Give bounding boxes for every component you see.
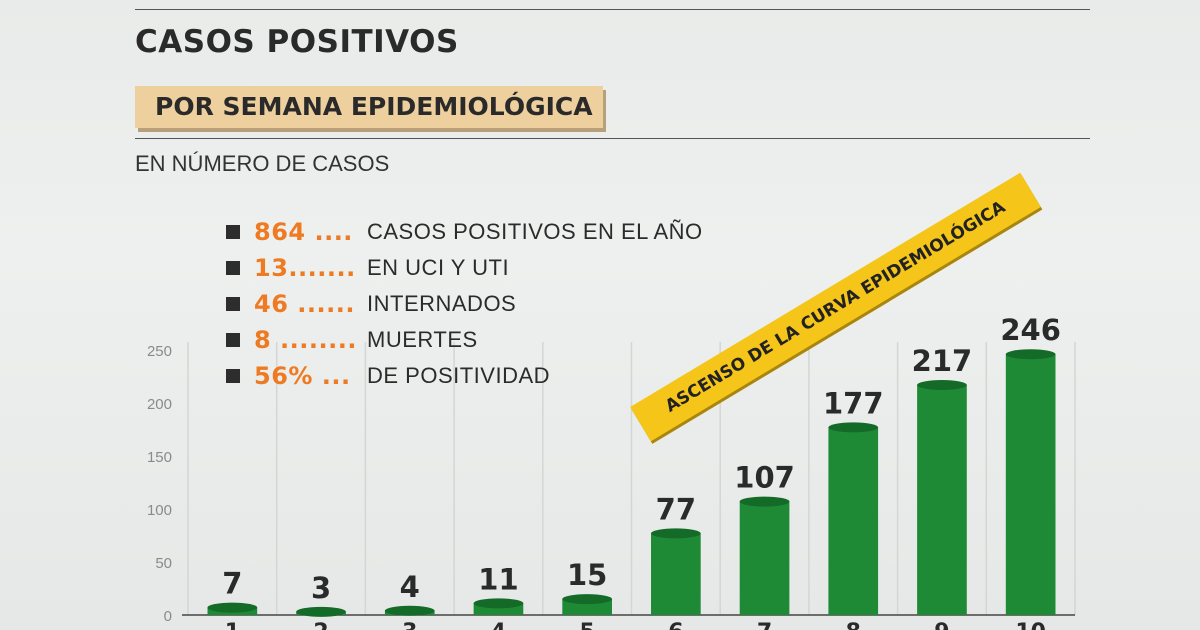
bullet-square-icon [226,261,240,275]
y-tick-label: 200 [147,396,172,413]
bar [651,533,701,615]
bar [739,501,790,615]
y-tick-label: 250 [147,343,172,360]
x-tick-label: 3 [402,620,417,630]
stat-row: 8 ........ MUERTES [226,322,703,358]
x-tick-label: 6 [668,620,683,630]
bullet-square-icon [226,297,240,311]
x-tick-label: 8 [846,620,861,630]
bar-value-label: 77 [656,492,696,526]
subtitle-highlight [135,86,603,128]
stat-label: EN UCI Y UTI [367,255,510,280]
bar-cap [917,379,967,390]
x-tick-label: 2 [313,620,328,630]
stat-value: 46 ...... [254,290,355,318]
stat-label: DE POSITIVIDAD [367,363,551,388]
y-tick-label: 100 [147,502,172,519]
stat-value: 56% ... [254,362,351,390]
bar-cap [296,606,346,617]
bar-cap [207,602,258,613]
stat-row: 864 .... CASOS POSITIVOS EN EL AÑO [226,214,703,250]
bullet-square-icon [226,369,240,383]
bar-cap [739,496,790,507]
x-tick-label: 4 [491,620,506,630]
bar-value-label: 4 [400,570,420,604]
stat-row: 46 ...... INTERNADOS [226,286,703,322]
bar [1005,354,1056,615]
stat-label: INTERNADOS [367,291,517,316]
bullet-square-icon [226,225,240,239]
stat-row: 56% ... DE POSITIVIDAD [226,358,703,394]
stat-label: CASOS POSITIVOS EN EL AÑO [367,219,703,244]
top-rule [135,9,1090,10]
stats-list: 864 .... CASOS POSITIVOS EN EL AÑO 13.....… [226,214,703,394]
stat-value: 13....... [254,254,356,282]
bar-value-label: 107 [734,461,795,495]
bar-value-label: 15 [567,558,607,592]
stat-row: 13....... EN UCI Y UTI [226,250,703,286]
unit-label: EN NÚMERO DE CASOS [135,151,390,176]
chart-title: CASOS POSITIVOS [135,24,459,60]
x-tick-label: 5 [579,620,594,630]
bar-value-label: 246 [1000,313,1061,347]
bar-value-label: 217 [912,344,973,378]
bar-cap [473,598,524,609]
bullet-square-icon [226,333,240,347]
bar-cap [1005,349,1056,360]
bar-cap [562,594,612,605]
y-tick-label: 150 [147,449,172,466]
y-tick-label: 50 [155,555,172,572]
bar [917,384,967,615]
bar-value-label: 177 [823,386,884,420]
bar-value-label: 7 [222,567,242,601]
middle-rule [135,138,1090,139]
bar-value-label: 11 [478,562,518,596]
bar [473,603,524,615]
stat-label: MUERTES [367,327,478,352]
bar-cap [384,605,435,616]
stat-value: 864 .... [254,218,353,246]
x-tick-label: 1 [225,620,240,630]
stat-value: 8 ........ [254,326,357,354]
chart-subtitle: POR SEMANA EPIDEMIOLÓGICA [155,92,593,121]
x-tick-label: 7 [757,620,772,630]
y-tick-label: 0 [164,608,172,625]
x-tick-label: 10 [1015,620,1046,630]
x-tick-label: 9 [934,620,949,630]
bar-cap [828,422,879,433]
bar-cap [651,528,701,539]
bar-value-label: 3 [311,571,331,605]
bar [828,427,879,615]
